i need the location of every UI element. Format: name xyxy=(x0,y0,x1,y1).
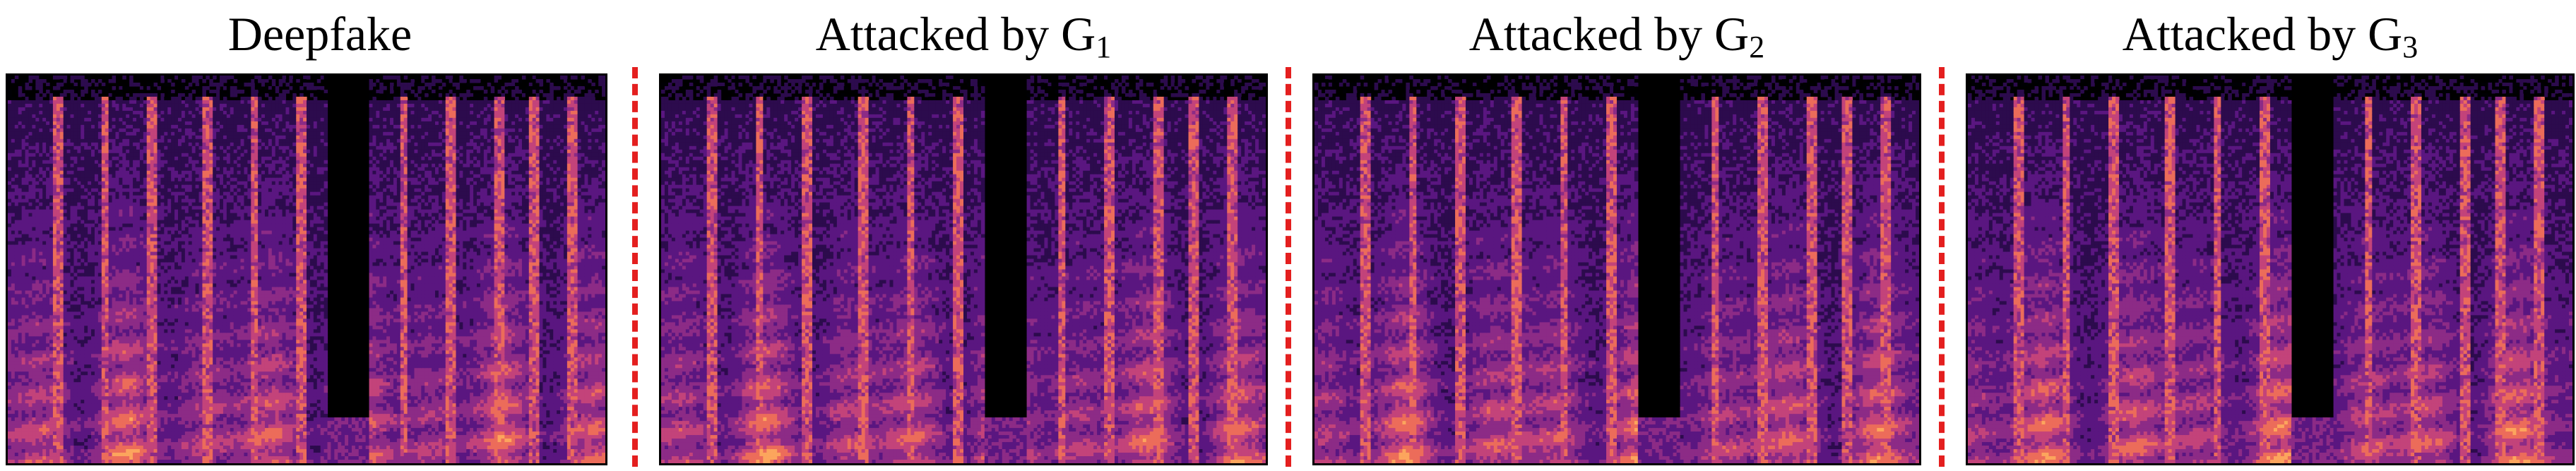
spectrogram-svg xyxy=(1968,76,2572,463)
panel-title: Attacked by G3 xyxy=(1966,0,2575,68)
spectrogram-svg xyxy=(661,76,1266,463)
spectrogram-image xyxy=(1312,73,1921,465)
panel-title-text: Attacked by G xyxy=(1469,7,1750,61)
panel-title-text: Deepfake xyxy=(228,7,412,61)
spectrogram-image xyxy=(1966,73,2575,465)
divider-line xyxy=(632,67,638,467)
panel-title: Attacked by G2 xyxy=(1312,0,1921,68)
spectrogram-svg xyxy=(8,76,605,463)
panel-title-text: Attacked by G xyxy=(816,7,1096,61)
divider-line xyxy=(1286,67,1291,467)
divider-line xyxy=(1939,67,1945,467)
panel-title: Attacked by G1 xyxy=(659,0,1268,68)
panel-title-subscript: 3 xyxy=(2402,30,2418,64)
panel-title-subscript: 2 xyxy=(1749,30,1764,64)
spectrogram-image xyxy=(6,73,607,465)
spectrogram-image xyxy=(659,73,1268,465)
panel-title: Deepfake xyxy=(6,0,634,68)
panel-title-text: Attacked by G xyxy=(2123,7,2403,61)
spectrogram-svg xyxy=(1314,76,1919,463)
panel-title-subscript: 1 xyxy=(1096,30,1111,64)
